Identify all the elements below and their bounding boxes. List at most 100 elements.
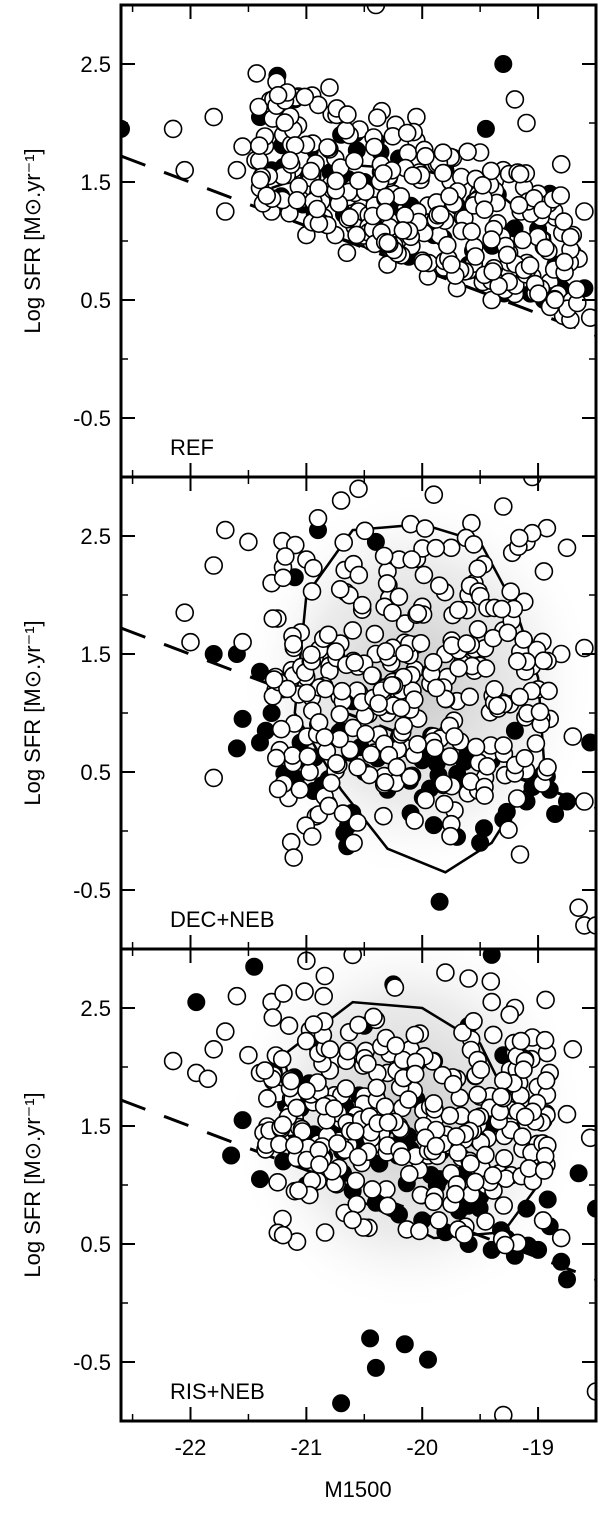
open-point bbox=[507, 651, 527, 671]
open-point bbox=[481, 161, 501, 181]
open-point bbox=[272, 1049, 292, 1069]
open-point bbox=[278, 679, 297, 699]
open-point bbox=[404, 690, 424, 710]
open-point bbox=[492, 599, 512, 619]
open-point bbox=[268, 779, 288, 799]
panel-ris-neb: 2.5 1.5 0.5 -0.5 RIS+NEB Log SFR [M⊙.yr⁻¹] bbox=[20, 947, 598, 1423]
open-point bbox=[362, 666, 382, 685]
open-point bbox=[434, 774, 453, 793]
filled-point bbox=[395, 1335, 414, 1354]
open-point bbox=[216, 520, 235, 540]
open-point bbox=[233, 632, 252, 652]
open-point bbox=[475, 200, 494, 219]
x-tick-label: -19 bbox=[522, 1435, 554, 1460]
y-tick-label: -0.5 bbox=[73, 406, 111, 431]
open-point bbox=[304, 1015, 324, 1034]
filled-point bbox=[227, 739, 246, 758]
open-point bbox=[330, 579, 350, 599]
open-point bbox=[494, 1196, 514, 1215]
open-point bbox=[301, 161, 321, 181]
open-point bbox=[434, 794, 454, 814]
open-point bbox=[510, 164, 530, 184]
open-point bbox=[375, 1097, 395, 1116]
open-point bbox=[257, 1089, 277, 1108]
open-point bbox=[399, 1164, 419, 1184]
open-point bbox=[498, 623, 518, 643]
filled-point bbox=[424, 816, 443, 835]
open-point bbox=[375, 772, 395, 792]
open-point bbox=[437, 235, 457, 255]
open-point bbox=[533, 1211, 553, 1230]
open-point bbox=[374, 164, 393, 183]
open-point bbox=[431, 205, 450, 224]
open-point bbox=[365, 624, 385, 644]
open-point bbox=[551, 1228, 571, 1248]
y-tick-label: 2.5 bbox=[80, 524, 111, 549]
detection-limit-line bbox=[121, 154, 596, 337]
open-point bbox=[366, 5, 386, 15]
open-point bbox=[433, 143, 453, 162]
open-point bbox=[448, 600, 468, 620]
open-point bbox=[310, 1155, 329, 1174]
open-point bbox=[328, 1134, 347, 1153]
filled-point bbox=[505, 721, 524, 740]
open-point bbox=[344, 833, 363, 853]
open-point bbox=[429, 576, 449, 596]
filled-point bbox=[204, 645, 223, 663]
open-point bbox=[287, 1098, 307, 1118]
open-point bbox=[459, 969, 478, 988]
open-point bbox=[575, 202, 594, 221]
open-points bbox=[163, 949, 596, 1421]
open-point bbox=[407, 107, 426, 127]
open-point bbox=[257, 186, 277, 205]
open-point bbox=[526, 734, 546, 753]
open-point bbox=[326, 171, 346, 191]
open-point bbox=[333, 804, 353, 823]
open-point bbox=[264, 670, 284, 689]
open-point bbox=[554, 212, 574, 231]
open-point bbox=[300, 762, 319, 782]
open-point bbox=[483, 1025, 503, 1045]
open-point bbox=[398, 143, 418, 163]
open-point bbox=[424, 1192, 444, 1212]
y-tick-label: 1.5 bbox=[80, 1114, 111, 1139]
filled-point bbox=[430, 892, 449, 911]
open-point bbox=[249, 136, 269, 155]
open-point bbox=[355, 521, 375, 541]
open-point bbox=[295, 87, 315, 107]
filled-point bbox=[121, 119, 130, 138]
open-point bbox=[425, 738, 445, 758]
open-point bbox=[295, 982, 314, 1001]
open-point bbox=[517, 113, 536, 133]
open-point bbox=[247, 64, 267, 83]
open-point bbox=[494, 1405, 513, 1421]
open-point bbox=[519, 1159, 539, 1178]
open-point bbox=[392, 1147, 412, 1166]
y-tick-label: -0.5 bbox=[73, 1350, 111, 1375]
open-point bbox=[255, 1061, 275, 1080]
open-point bbox=[441, 826, 460, 846]
open-point bbox=[551, 186, 571, 205]
open-point bbox=[331, 491, 351, 510]
y-axis-label: Log SFR [M⊙.yr⁻¹] bbox=[20, 1092, 45, 1277]
filled-point bbox=[552, 1252, 571, 1271]
open-point bbox=[330, 705, 350, 724]
filled-point bbox=[332, 1394, 351, 1413]
x-tick-label: -20 bbox=[406, 1435, 438, 1460]
open-point bbox=[557, 1104, 577, 1124]
open-point bbox=[349, 479, 368, 499]
open-point bbox=[302, 645, 321, 665]
open-point bbox=[440, 747, 460, 766]
open-point bbox=[386, 1036, 406, 1055]
axes-dec-neb: 2.5 1.5 0.5 -0.5 bbox=[73, 476, 597, 950]
open-point bbox=[545, 290, 565, 310]
open-point bbox=[411, 633, 431, 653]
axes-ris-neb: 2.5 1.5 0.5 -0.5 bbox=[73, 948, 597, 1422]
open-point bbox=[364, 1007, 383, 1027]
panel-dec-neb: 2.5 1.5 0.5 -0.5 DEC+NEB Log SFR [M⊙.yr⁻¹] bbox=[20, 475, 598, 951]
open-point bbox=[513, 230, 532, 250]
open-point bbox=[497, 245, 517, 265]
open-point bbox=[510, 687, 530, 707]
open-point bbox=[287, 191, 307, 210]
